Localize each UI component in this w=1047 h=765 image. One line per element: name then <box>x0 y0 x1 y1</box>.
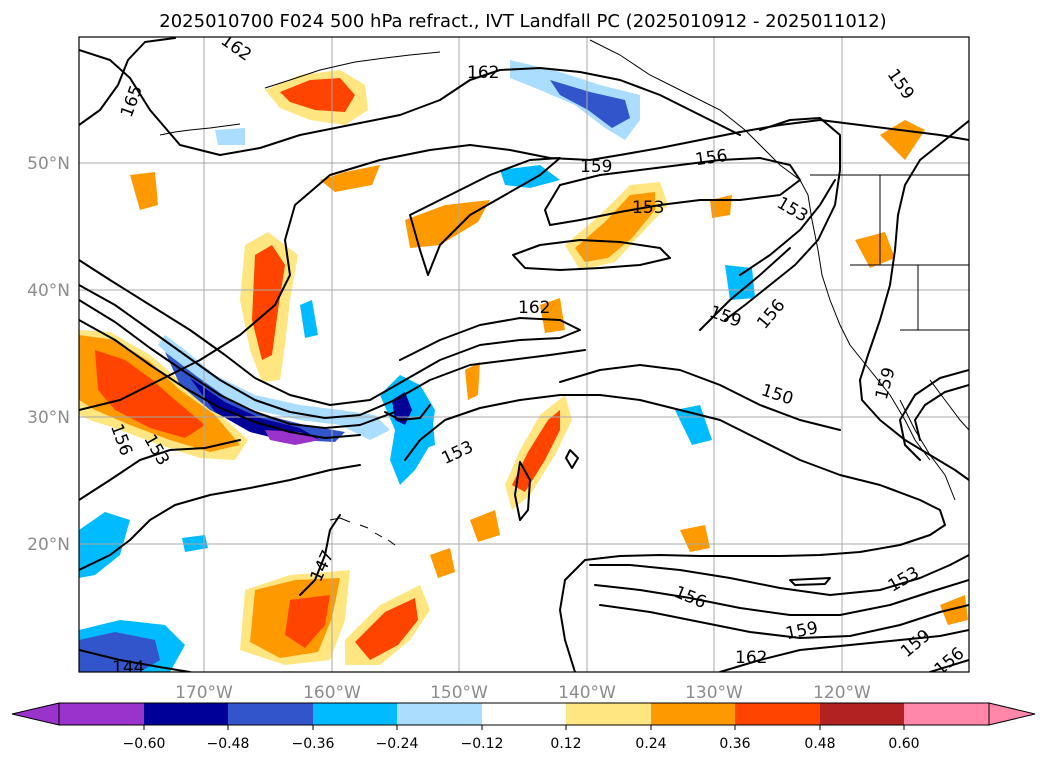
warm-blob-l <box>320 165 380 192</box>
lon-label: 140°W <box>558 683 616 703</box>
colorbar-frame <box>58 702 990 726</box>
longitude-labels: 170°W 160°W 150°W 140°W 130°W 120°W <box>175 683 871 703</box>
colorbar-ticks <box>143 725 905 730</box>
lon-label: 170°W <box>175 683 233 703</box>
colorbar-tick-label: 0.36 <box>719 736 750 752</box>
warm-blob-j <box>470 510 500 542</box>
colorbar-segment <box>735 703 820 725</box>
colorbar-tick-label: 0.24 <box>635 736 666 752</box>
lat-label: 40°N <box>27 281 70 301</box>
lon-label: 120°W <box>813 683 871 703</box>
west-coast <box>807 194 931 461</box>
colorbar-tick-label: −0.48 <box>207 736 250 752</box>
colorbar-segment <box>651 703 735 725</box>
warm-blob-a <box>130 172 158 210</box>
colorbar-segment <box>59 703 144 725</box>
colorbar-segment <box>904 703 989 725</box>
warm-blob-h <box>465 362 480 400</box>
cold-anomaly-southwest-corner-core <box>79 632 160 672</box>
lat-label: 20°N <box>27 535 70 555</box>
warm-anomaly-southwest-peak <box>95 350 205 438</box>
contour-label: 162 <box>467 63 499 83</box>
cold-jet-peak <box>190 378 320 442</box>
contour-label: 144 <box>112 658 144 678</box>
colorbar-segment <box>313 703 397 725</box>
colorbar-tick-label: −0.60 <box>123 736 166 752</box>
warm-blob-f <box>940 595 968 625</box>
warm-anomaly-west-column-core <box>252 245 285 360</box>
lat-label: 30°N <box>27 408 70 428</box>
contour-label: 153 <box>632 198 664 218</box>
refractivity-contours <box>79 37 969 672</box>
cold-blob-a <box>725 265 755 300</box>
warm-blob-k <box>540 298 565 333</box>
warm-blob-c <box>855 232 895 268</box>
cold-blob-c <box>300 300 318 338</box>
map-frame <box>78 36 970 673</box>
figure-title: 2025010700 F024 500 hPa refract., IVT La… <box>159 11 886 32</box>
colorbar-segment <box>482 703 566 725</box>
hawaiian-islands <box>329 517 396 546</box>
lon-label: 130°W <box>685 683 743 703</box>
contour-label: 156 <box>694 146 729 170</box>
colorbar-segment <box>820 703 904 725</box>
state-borders <box>850 175 969 331</box>
mexico-coast <box>929 379 969 431</box>
colorbar-segment <box>228 703 313 725</box>
colorbar-tick-label: −0.36 <box>292 736 335 752</box>
colorbar-tick-label: −0.12 <box>461 736 504 752</box>
aleutian-islands <box>159 123 241 136</box>
colorbar: −0.60 −0.48 −0.36 −0.24 −0.12 0.12 0.24 … <box>11 702 1036 752</box>
cold-anomaly-west-edge <box>79 512 130 578</box>
colorbar-segment <box>397 703 482 725</box>
contour-label: 162 <box>735 648 767 668</box>
colorbar-tick-label: 0.60 <box>888 736 919 752</box>
latitude-labels: 50°N 40°N 30°N 20°N <box>27 154 70 555</box>
lat-label: 50°N <box>27 154 70 174</box>
colorbar-segment <box>144 703 228 725</box>
graticule <box>79 37 969 672</box>
cold-anomaly-gulf-core <box>550 80 630 128</box>
warm-blob-i <box>430 548 455 578</box>
cold-jet-extreme <box>265 430 320 445</box>
colorbar-tick-label: 0.48 <box>804 736 835 752</box>
warm-anomaly-diagonal-core <box>512 410 560 492</box>
warm-anomaly-south-2-core <box>355 598 418 660</box>
contour-label: 159 <box>580 157 612 177</box>
cold-blob-g <box>215 128 245 145</box>
colorbar-arrow-right <box>988 702 1036 726</box>
alaska-panhandle-coast <box>589 39 809 196</box>
alaska-peninsula-coast <box>264 51 441 89</box>
warm-blob-d <box>880 120 925 160</box>
warm-anomaly-south-1-peak <box>285 595 330 648</box>
warm-blob-b <box>405 200 490 248</box>
lon-label: 160°W <box>303 683 361 703</box>
map-panel: 162 165 162 159 159 156 153 153 159 156 … <box>78 36 970 678</box>
contour-label: 162 <box>518 298 550 318</box>
colorbar-segment <box>566 703 651 725</box>
warm-anomaly-alaska-core <box>280 78 355 112</box>
colorbar-tick-label: 0.12 <box>550 736 581 752</box>
colorbar-arrow-left <box>11 702 60 726</box>
coastlines <box>159 39 969 546</box>
lon-label: 150°W <box>430 683 488 703</box>
colorbar-tick-label: −0.24 <box>376 736 419 752</box>
warm-blob-e <box>680 525 710 552</box>
